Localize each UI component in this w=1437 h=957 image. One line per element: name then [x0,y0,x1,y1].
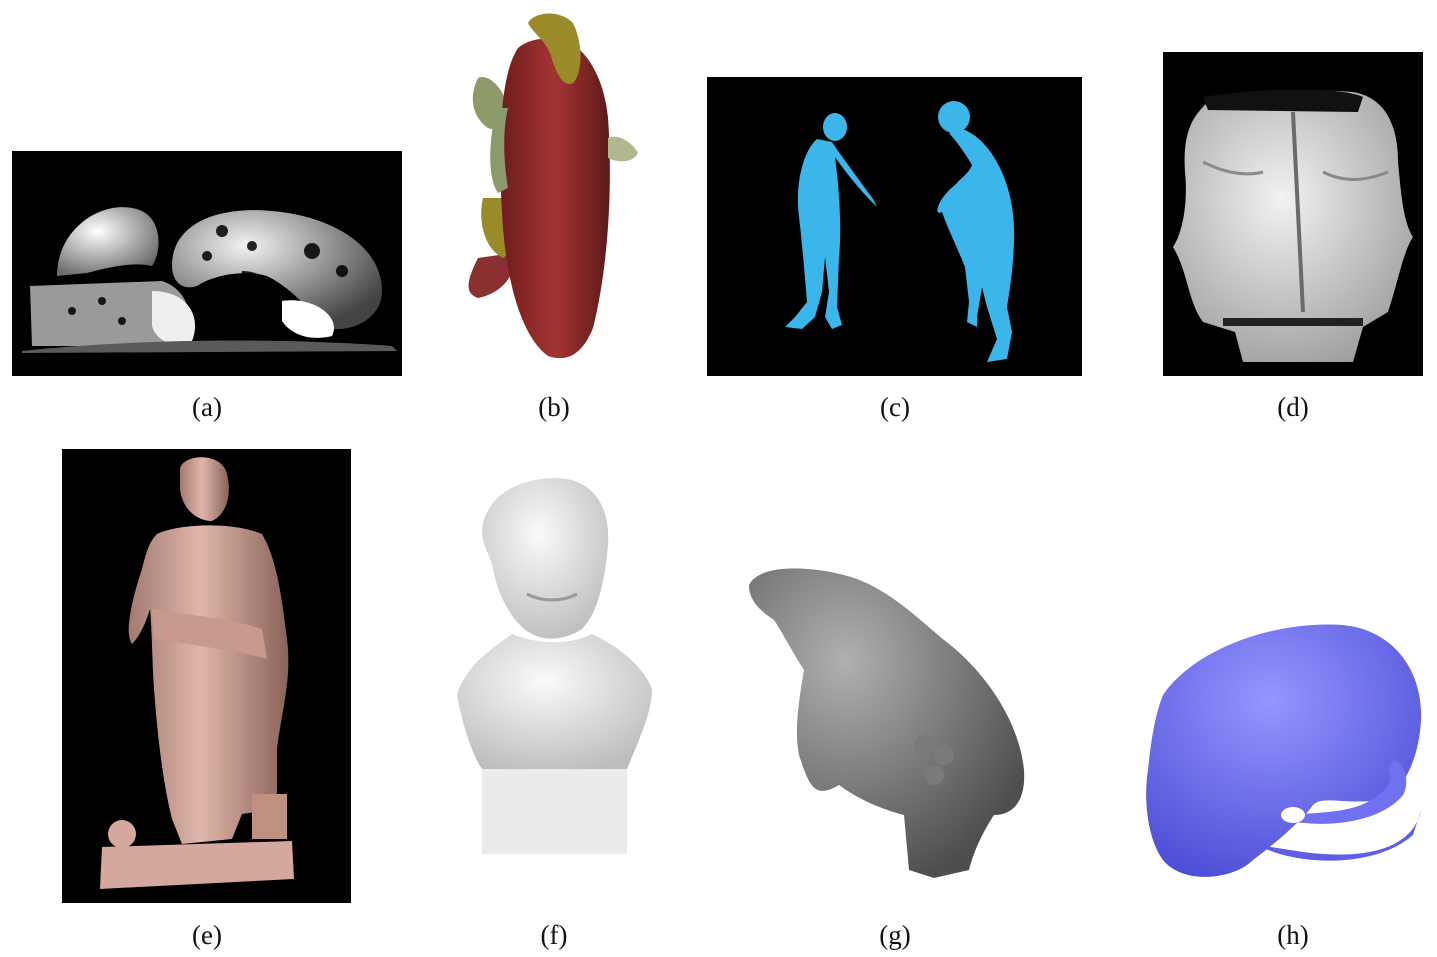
panel-a-image [12,151,402,376]
statue-model-image [100,457,294,889]
panel-e-image [62,449,351,903]
caption-g: (g) [879,920,911,950]
bust-model-image [457,478,652,854]
reptile-model-image [468,13,638,359]
caption-h: (h) [1277,920,1309,950]
sculpture-model-image [749,568,1025,878]
panel-h-image [1143,620,1428,890]
skull-model-image [1146,624,1422,877]
panel-b-image [458,8,656,366]
human-figures-image [785,101,1015,362]
stone-relief-image [1173,89,1413,362]
panel-g-image [744,560,1029,880]
caption-f: (f) [540,920,568,950]
depth-scan-image [22,207,397,353]
panel-f-image [452,474,658,860]
panel-c-image [707,77,1082,376]
caption-e: (e) [192,920,222,950]
panel-d-image [1163,52,1423,376]
caption-c: (c) [880,392,910,422]
caption-d: (d) [1277,392,1309,422]
caption-b: (b) [538,392,570,422]
caption-a: (a) [192,392,222,422]
